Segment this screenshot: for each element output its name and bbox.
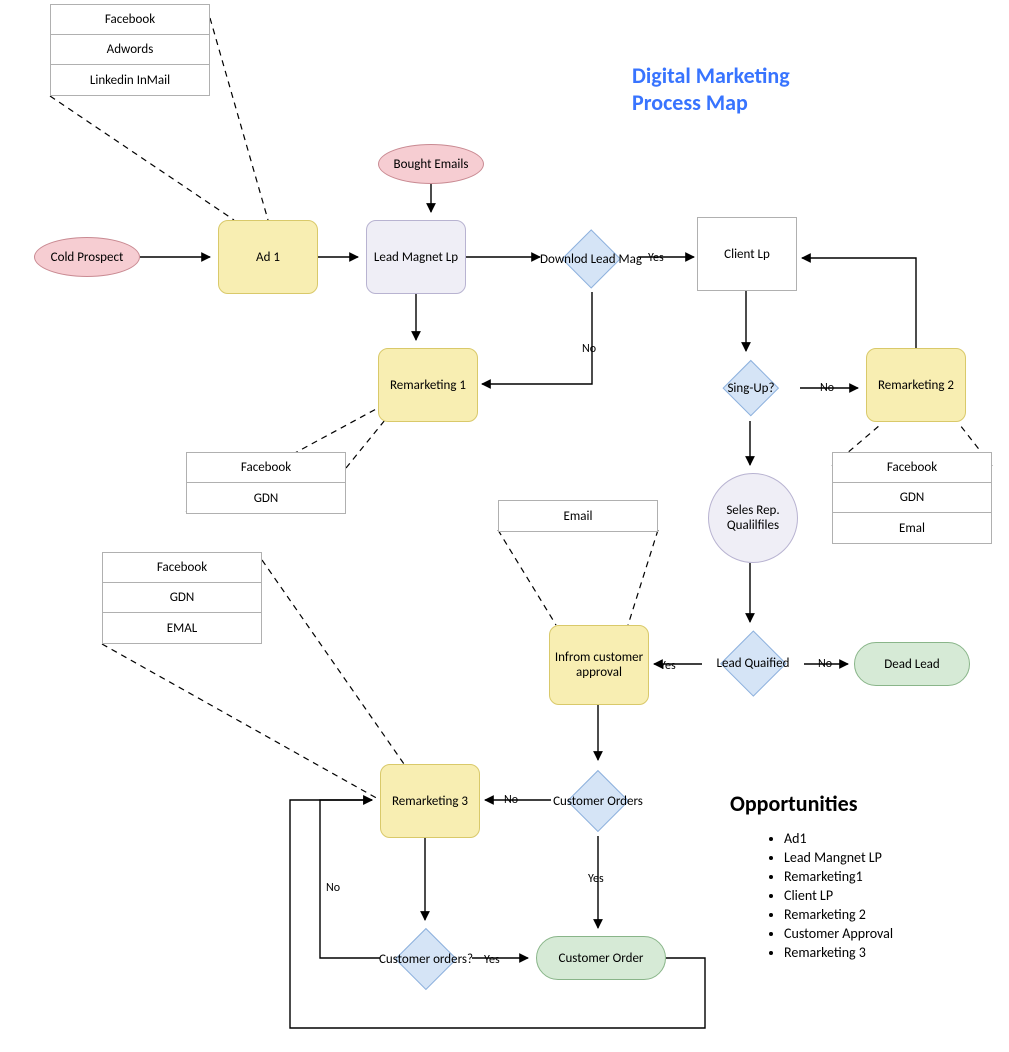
node-customer_orders-label: Customer Orders [539,770,657,832]
opportunity-item-4: Remarketing 2 [784,906,893,923]
edge-label-yes2: Yes [660,659,676,673]
opportunities-title: Opportunities [730,790,858,817]
dashed-edge-5 [102,644,380,800]
edge-20 [290,800,705,1028]
listbox-lb5-row-0: Facebook [833,453,991,483]
edge-label-yes1: Yes [648,251,664,265]
listbox-lb2-row-1: GDN [187,483,345,513]
edge-label-yes4: Yes [484,953,500,967]
node-remarketing3: Remarketing 3 [380,764,480,838]
node-remarketing2: Remarketing 2 [866,348,966,422]
node-customer_order: Customer Order [536,936,666,980]
node-cold_prospect: Cold Prospect [34,237,140,277]
node-download: Downlod Lead Mag [550,229,632,289]
opportunity-item-2: Remarketing1 [784,868,893,885]
opportunity-item-0: Ad1 [784,830,893,847]
edge-6 [482,292,592,384]
listbox-lb1: FacebookAdwordsLinkedin InMail [50,4,210,96]
listbox-lb2-row-0: Facebook [187,453,345,483]
dashed-edge-1 [50,96,234,220]
title-line1: Digital Marketing [632,62,790,89]
edge-label-no1: No [582,342,596,356]
listbox-lb4: Email [498,500,658,532]
dashed-edge-6 [498,530,556,625]
node-lead_magnet: Lead Magnet Lp [366,220,466,294]
node-lead_qualified-label: Lead Quaified [690,630,816,696]
dashed-edge-4 [262,560,404,764]
node-ad1: Ad 1 [218,220,318,294]
listbox-lb3-row-0: Facebook [103,553,261,583]
listbox-lb5-row-1: GDN [833,483,991,513]
listbox-lb1-row-2: Linkedin InMail [51,65,209,95]
opportunity-item-1: Lead Mangnet LP [784,849,893,866]
node-download-label: Downlod Lead Mag [534,229,649,289]
node-signup: Sing-Up? [710,360,792,416]
node-customer_orders: Customer Orders [556,770,640,832]
edge-label-yes3: Yes [588,872,604,886]
edge-9 [802,258,916,348]
listbox-lb1-row-1: Adwords [51,35,209,65]
opportunities-list: Ad1 Lead Mangnet LP Remarketing1 Client LP R… [760,830,893,963]
edge-label-no2: No [820,381,834,395]
dashed-edge-7 [628,530,658,625]
listbox-lb3-row-2: EMAL [103,613,261,643]
listbox-lb1-row-0: Facebook [51,5,209,35]
opportunity-item-3: Client LP [784,887,893,904]
node-inform: Infrom customer approval [549,625,649,705]
listbox-lb3-row-1: GDN [103,583,261,613]
diagram-title: Digital Marketing Process Map [632,62,790,116]
node-lead_qualified: Lead Quaified [708,630,798,696]
node-client_lp: Client Lp [697,217,797,291]
opportunity-item-5: Customer Approval [784,925,893,942]
dashed-edge-0 [210,18,268,220]
listbox-lb5: FacebookGDNEmal [832,452,992,544]
edge-label-no4: No [504,793,518,807]
node-customer_orders2: Customer orders? [384,928,468,990]
listbox-lb4-row-0: Email [499,501,657,531]
node-dead_lead: Dead Lead [854,642,970,686]
listbox-lb2: FacebookGDN [186,452,346,514]
edge-label-no5: No [326,881,340,895]
opportunity-item-6: Remarketing 3 [784,944,893,961]
node-bought_emails: Bought Emails [378,144,484,184]
dashed-edge-2 [346,420,385,468]
edge-label-no3: No [818,657,832,671]
node-remarketing1: Remarketing 1 [378,348,478,422]
node-sales_rep: Seles Rep. Qualilfiles [708,473,798,563]
node-signup-label: Sing-Up? [694,360,809,416]
listbox-lb5-row-2: Emal [833,513,991,543]
flowchart-canvas: Digital Marketing Process Map Cold Prosp… [0,0,1009,1052]
title-line2: Process Map [632,89,790,116]
node-customer_orders2-label: Customer orders? [367,928,485,990]
listbox-lb3: FacebookGDNEMAL [102,552,262,644]
